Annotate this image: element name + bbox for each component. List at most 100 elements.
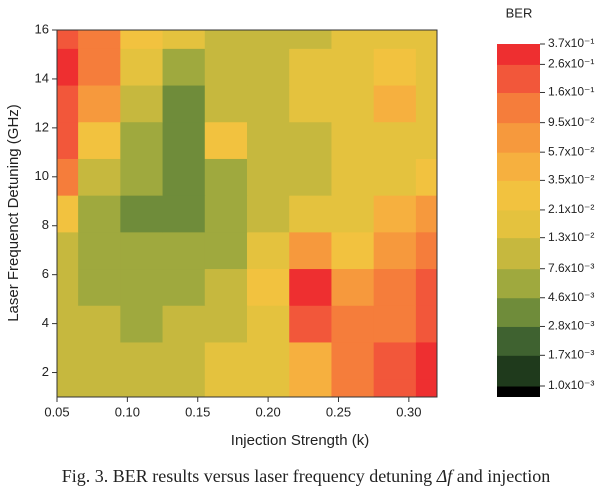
colorbar-tick-label: 7.6x10⁻³ (548, 261, 594, 275)
x-tick-label: 0.25 (326, 404, 351, 419)
heatmap-cell (289, 341, 332, 380)
heatmap-cell (162, 121, 206, 159)
colorbar-title: BER (506, 5, 533, 20)
heatmap-cell (415, 305, 437, 343)
heatmap-cell (204, 231, 248, 270)
heatmap-cell (57, 158, 79, 196)
heatmap-cell (289, 85, 332, 123)
colorbar-tick-label: 3.7x10⁻¹ (548, 36, 594, 50)
heatmap-cell (247, 341, 290, 380)
heatmap-cell (120, 305, 164, 343)
heatmap-cell (289, 378, 332, 397)
heatmap-cell (373, 121, 417, 159)
heatmap-cell (204, 268, 248, 306)
heatmap-cell (162, 231, 206, 270)
heatmap-cell (373, 30, 417, 49)
y-tick-label: 6 (42, 266, 49, 281)
caption: Fig. 3. BER results versus laser frequen… (62, 466, 551, 486)
plot-frame (56, 29, 438, 398)
heatmap-cell (57, 378, 79, 397)
y-tick-label: 8 (42, 217, 49, 232)
colorbar-tick-label: 9.5x10⁻² (548, 115, 594, 129)
heatmap-cell (331, 158, 375, 196)
heatmap-cell (247, 305, 290, 343)
heatmap-cell (415, 158, 437, 196)
heatmap-cell (331, 341, 375, 380)
heatmap-cell (204, 85, 248, 123)
heatmap-cell (331, 121, 375, 159)
y-axis-title: Laser Frequenct Detuning (GHz) (5, 104, 22, 322)
heatmap-cell (247, 378, 290, 397)
heatmap-cell (331, 85, 375, 123)
heatmap-cell (120, 378, 164, 397)
caption-text: Fig. 3. BER results versus laser frequen… (62, 466, 437, 486)
heatmap-cell (78, 121, 121, 159)
heatmap-cell (120, 158, 164, 196)
heatmap-cell (57, 305, 79, 343)
heatmap-cell (57, 231, 79, 270)
colorbar-band (497, 297, 540, 327)
heatmap-cell (415, 121, 437, 159)
heatmap-cell (78, 231, 121, 270)
colorbar-band (497, 209, 540, 239)
caption-symbol: Δf (436, 466, 456, 486)
heatmap-cell (373, 158, 417, 196)
heatmap-cell (204, 305, 248, 343)
heatmap-cell (57, 121, 79, 159)
heatmap-cell (415, 268, 437, 306)
x-tick-label: 0.10 (115, 404, 140, 419)
heatmap-cell (78, 48, 121, 86)
heatmap-cell (204, 30, 248, 49)
heatmap-cell (289, 195, 332, 233)
heatmap-cell (247, 268, 290, 306)
y-tick-label: 10 (35, 168, 49, 183)
heatmap-cell (373, 231, 417, 270)
heatmap-cell (331, 268, 375, 306)
heatmap-cell (57, 85, 79, 123)
heatmap-cell (78, 85, 121, 123)
heatmap-cell (78, 305, 121, 343)
y-tick-label: 2 (42, 364, 49, 379)
colorbar-tick-label: 4.6x10⁻³ (548, 290, 594, 304)
heatmap-cell (415, 341, 437, 380)
heatmap-cell (289, 268, 332, 306)
heatmap-cell (78, 341, 121, 380)
heatmap-cell (331, 30, 375, 49)
heatmap-cell (162, 48, 206, 86)
heatmap-cell (57, 48, 79, 86)
heatmap-cell (204, 121, 248, 159)
x-tick-label: 0.20 (255, 404, 280, 419)
heatmap-cell (204, 378, 248, 397)
y-tick-label: 14 (35, 70, 49, 85)
heatmap-cell (415, 48, 437, 86)
heatmap-cell (57, 268, 79, 306)
colorbar-band (497, 64, 540, 93)
heatmap-cell (247, 121, 290, 159)
heatmap-cell (162, 341, 206, 380)
heatmap-cell (289, 305, 332, 343)
heatmap-cell (331, 195, 375, 233)
heatmap-cell (78, 268, 121, 306)
heatmap-cell (120, 121, 164, 159)
y-tick-label: 12 (35, 119, 49, 134)
colorbar-tick-label: 1.3x10⁻² (548, 230, 594, 244)
heatmap-cell (78, 158, 121, 196)
heatmap-cell (247, 195, 290, 233)
x-tick-label: 0.15 (185, 404, 210, 419)
colorbar-band (497, 326, 540, 356)
y-tick-label: 16 (35, 21, 49, 36)
heatmap-cell (373, 341, 417, 380)
heatmap-cell (247, 158, 290, 196)
heatmap-cell (373, 48, 417, 86)
heatmap-cell (120, 341, 164, 380)
heatmap-cell (247, 48, 290, 86)
heatmap-cell (415, 30, 437, 49)
heatmap-cell (162, 158, 206, 196)
heatmap-cell (415, 231, 437, 270)
heatmap-cell (162, 268, 206, 306)
heatmap-cell (373, 268, 417, 306)
heatmap-cell (162, 378, 206, 397)
heatmap-cell (289, 158, 332, 196)
colorbar-band (497, 180, 540, 211)
heatmap-cell (57, 195, 79, 233)
